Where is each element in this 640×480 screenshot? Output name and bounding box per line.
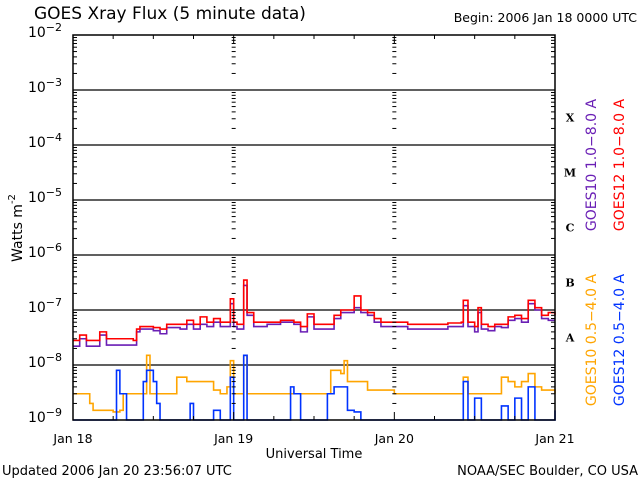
y-tick-labels: 10−210−310−410−510−610−710−810−9 <box>28 21 62 426</box>
y-tick-exp: −7 <box>46 296 62 309</box>
x-tick-label: Jan 19 <box>213 431 253 446</box>
flare-class-labels: X M C B A <box>564 112 576 345</box>
y-tick-base: 10 <box>28 355 46 371</box>
source-text: NOAA/SEC Boulder, CO USA <box>457 464 638 479</box>
legend: GOES10 1.0−8.0 A GOES12 1.0−8.0 A GOES10 0… <box>584 99 628 407</box>
y-tick-exp: −6 <box>46 241 62 254</box>
flare-class-label: M <box>564 167 576 180</box>
y-tick-exp: −3 <box>46 76 62 89</box>
flare-class-label: X <box>566 112 575 125</box>
y-tick-exp: −4 <box>46 131 62 144</box>
legend-item: GOES12 0.5−4.0 A <box>612 274 628 407</box>
chart-title: GOES Xray Flux (5 minute data) <box>34 4 306 24</box>
y-axis-label: Watts m-2 <box>7 194 26 262</box>
plot-frame <box>72 34 556 421</box>
flare-class-label: B <box>565 277 574 290</box>
y-tick-base: 10 <box>28 80 46 96</box>
y-tick-exp: −9 <box>46 406 62 419</box>
y-tick-label: 10−3 <box>28 76 62 96</box>
y-axis-label-sup: -2 <box>7 194 18 204</box>
y-tick-base: 10 <box>28 190 46 206</box>
y-tick-label: 10−7 <box>28 296 62 316</box>
y-tick-exp: −2 <box>46 21 62 34</box>
x-tick-labels: Jan 18 Jan 19 Jan 20 Jan 21 <box>52 431 574 446</box>
gridlines <box>73 89 555 366</box>
y-tick-exp: −8 <box>46 351 62 364</box>
x-tick-label: Jan 21 <box>534 431 574 446</box>
y-axis-label-text: Watts m <box>10 204 26 262</box>
y-tick-label: 10−9 <box>28 406 62 426</box>
x-tick-label: Jan 18 <box>52 431 92 446</box>
series-line-1 <box>73 279 556 342</box>
y-tick-label: 10−8 <box>28 351 62 371</box>
flare-class-label: A <box>565 332 575 345</box>
y-tick-base: 10 <box>28 300 46 316</box>
begin-date: Begin: 2006 Jan 18 0000 UTC <box>454 10 638 25</box>
y-tick-base: 10 <box>28 245 46 261</box>
axis-ticks <box>72 35 556 421</box>
updated-text: Updated 2006 Jan 20 23:56:07 UTC <box>2 464 232 479</box>
legend-item: GOES10 0.5−4.0 A <box>584 274 600 407</box>
y-tick-exp: −5 <box>46 186 62 199</box>
y-tick-base: 10 <box>28 410 46 426</box>
legend-item: GOES12 1.0−8.0 A <box>612 99 628 232</box>
y-tick-label: 10−2 <box>28 21 62 41</box>
x-tick-label: Jan 20 <box>374 431 414 446</box>
y-tick-label: 10−6 <box>28 241 62 261</box>
series-line-2 <box>73 354 556 413</box>
y-tick-label: 10−5 <box>28 186 62 206</box>
series-lines <box>73 279 556 421</box>
y-tick-base: 10 <box>28 135 46 151</box>
legend-item: GOES10 1.0−8.0 A <box>584 99 600 232</box>
y-tick-base: 10 <box>28 25 46 41</box>
flare-class-label: C <box>566 222 575 235</box>
y-tick-label: 10−4 <box>28 131 62 151</box>
x-axis-label: Universal Time <box>266 447 363 462</box>
